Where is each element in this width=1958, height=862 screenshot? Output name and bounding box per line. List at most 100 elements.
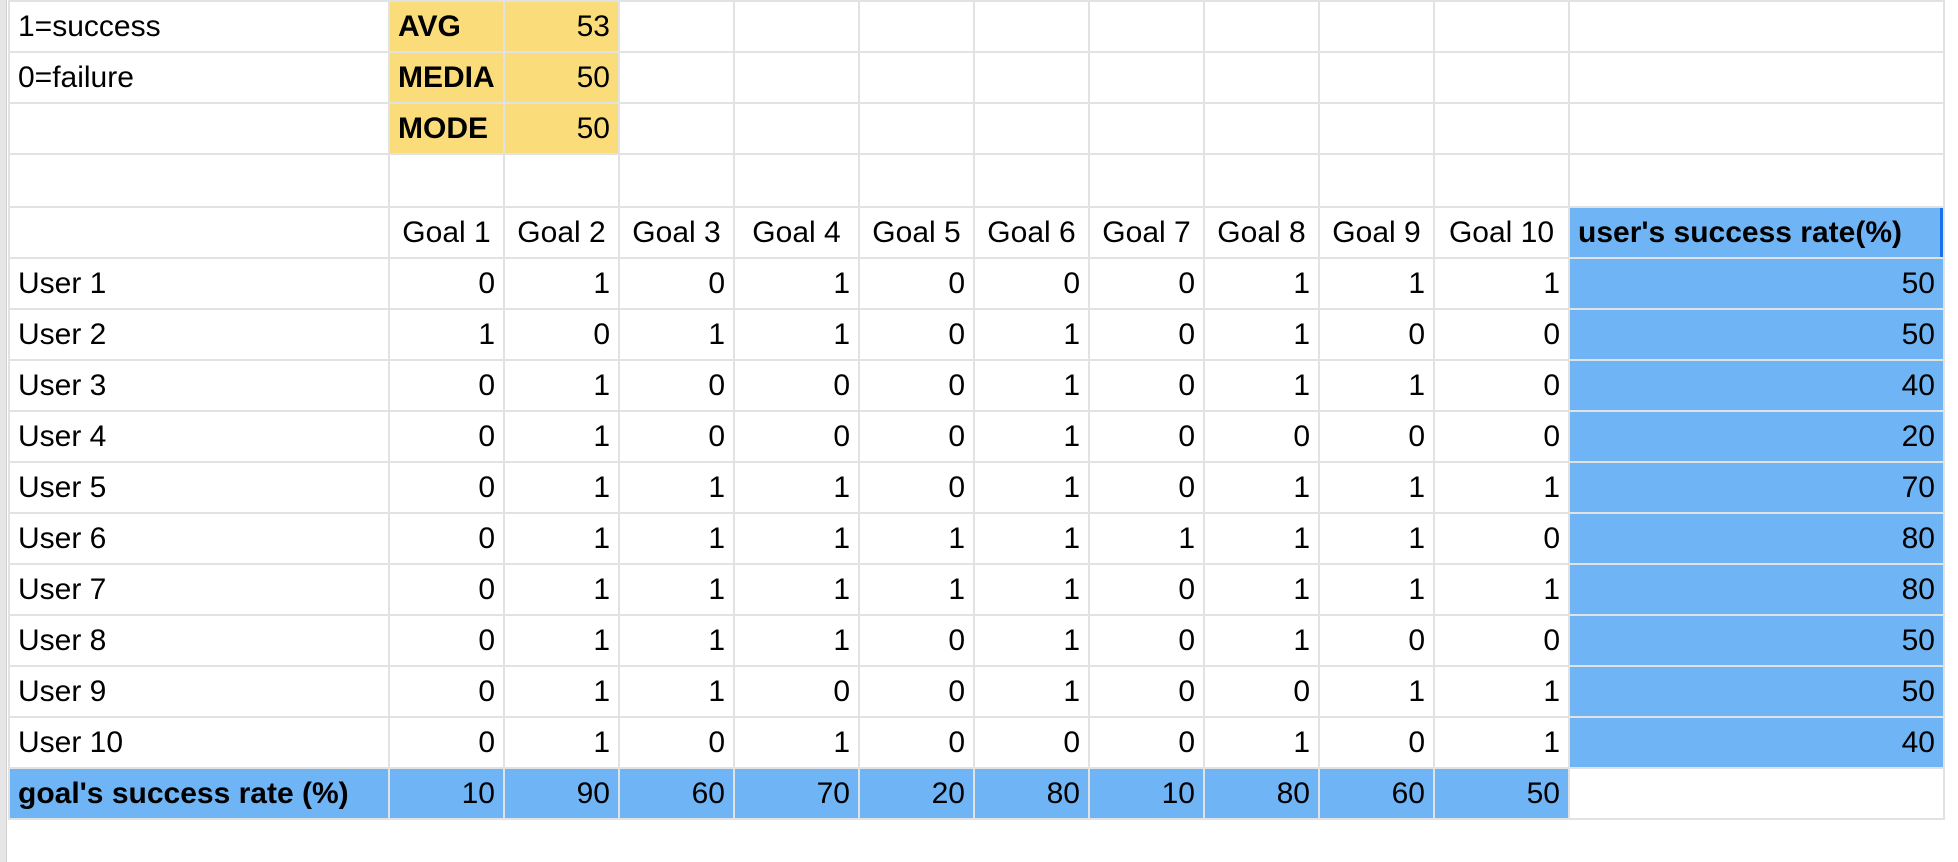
goal-rate-label[interactable]: goal's success rate (%)	[8, 767, 390, 820]
goal-result-cell[interactable]: 0	[1318, 410, 1435, 463]
goal-result-cell[interactable]: 1	[388, 308, 505, 361]
goal-result-cell[interactable]: 1	[503, 665, 620, 718]
goal-result-cell[interactable]: 0	[1203, 410, 1320, 463]
goal-result-cell[interactable]: 1	[1318, 665, 1435, 718]
goal-result-cell[interactable]: 0	[388, 257, 505, 310]
goal-result-cell[interactable]: 0	[858, 308, 975, 361]
goal-result-cell[interactable]: 1	[973, 308, 1090, 361]
empty-cell[interactable]	[973, 153, 1090, 208]
goal-result-cell[interactable]: 1	[503, 359, 620, 412]
stat-label[interactable]: AVG	[388, 0, 505, 53]
goal-header[interactable]: Goal 5	[858, 206, 975, 259]
goal-result-cell[interactable]: 1	[733, 563, 860, 616]
empty-cell[interactable]	[618, 153, 735, 208]
goal-result-cell[interactable]: 0	[388, 359, 505, 412]
goal-result-cell[interactable]: 1	[1433, 461, 1570, 514]
goal-result-cell[interactable]: 1	[1088, 512, 1205, 565]
empty-cell[interactable]	[388, 153, 505, 208]
empty-cell[interactable]	[1203, 51, 1320, 104]
goal-result-cell[interactable]: 0	[1433, 614, 1570, 667]
goal-result-cell[interactable]: 1	[733, 716, 860, 769]
goal-result-cell[interactable]: 0	[618, 257, 735, 310]
user-name[interactable]: User 4	[8, 410, 390, 463]
goal-result-cell[interactable]: 1	[973, 614, 1090, 667]
goal-result-cell[interactable]: 0	[858, 359, 975, 412]
goal-header[interactable]: Goal 3	[618, 206, 735, 259]
goal-result-cell[interactable]: 1	[1203, 716, 1320, 769]
goal-result-cell[interactable]: 1	[733, 614, 860, 667]
goal-header[interactable]: Goal 4	[733, 206, 860, 259]
user-name[interactable]: User 9	[8, 665, 390, 718]
user-success-rate[interactable]: 20	[1568, 410, 1945, 463]
goal-result-cell[interactable]: 0	[388, 461, 505, 514]
user-success-rate[interactable]: 80	[1568, 563, 1945, 616]
empty-cell[interactable]	[618, 0, 735, 53]
goal-result-cell[interactable]: 1	[618, 308, 735, 361]
goal-header[interactable]: Goal 1	[388, 206, 505, 259]
empty-cell[interactable]	[858, 153, 975, 208]
user-success-rate[interactable]: 50	[1568, 257, 1945, 310]
goal-result-cell[interactable]: 0	[858, 461, 975, 514]
user-success-rate[interactable]: 50	[1568, 665, 1945, 718]
empty-cell[interactable]	[973, 102, 1090, 155]
goal-result-cell[interactable]: 0	[1088, 308, 1205, 361]
empty-cell[interactable]	[733, 102, 860, 155]
goal-result-cell[interactable]: 0	[733, 665, 860, 718]
goal-header[interactable]: Goal 8	[1203, 206, 1320, 259]
goal-result-cell[interactable]: 1	[1433, 257, 1570, 310]
user-success-rate[interactable]: 50	[1568, 308, 1945, 361]
goal-result-cell[interactable]: 1	[618, 512, 735, 565]
empty-cell[interactable]	[733, 153, 860, 208]
goal-result-cell[interactable]: 0	[858, 257, 975, 310]
goal-result-cell[interactable]: 0	[388, 614, 505, 667]
goal-result-cell[interactable]: 1	[1203, 614, 1320, 667]
goal-result-cell[interactable]: 0	[1318, 308, 1435, 361]
goal-result-cell[interactable]: 0	[858, 614, 975, 667]
goal-result-cell[interactable]: 1	[503, 563, 620, 616]
goal-header[interactable]: Goal 6	[973, 206, 1090, 259]
user-name[interactable]: User 5	[8, 461, 390, 514]
empty-cell[interactable]	[1088, 102, 1205, 155]
empty-cell[interactable]	[1088, 51, 1205, 104]
goal-result-cell[interactable]: 1	[973, 563, 1090, 616]
goal-result-cell[interactable]: 0	[1088, 716, 1205, 769]
empty-cell[interactable]	[1433, 51, 1570, 104]
goal-result-cell[interactable]: 0	[618, 716, 735, 769]
goal-success-rate[interactable]: 50	[1433, 767, 1570, 820]
goal-result-cell[interactable]: 1	[618, 563, 735, 616]
empty-cell[interactable]	[1433, 153, 1570, 208]
goal-result-cell[interactable]: 1	[1318, 359, 1435, 412]
user-name[interactable]: User 8	[8, 614, 390, 667]
goal-result-cell[interactable]: 0	[618, 410, 735, 463]
empty-cell[interactable]	[858, 0, 975, 53]
goal-success-rate[interactable]: 60	[1318, 767, 1435, 820]
goal-result-cell[interactable]: 1	[1433, 563, 1570, 616]
goal-result-cell[interactable]: 1	[1203, 257, 1320, 310]
user-success-rate[interactable]: 70	[1568, 461, 1945, 514]
goal-result-cell[interactable]: 0	[1088, 563, 1205, 616]
goal-result-cell[interactable]: 0	[618, 359, 735, 412]
goal-success-rate[interactable]: 90	[503, 767, 620, 820]
goal-result-cell[interactable]: 0	[1088, 257, 1205, 310]
goal-result-cell[interactable]: 0	[1433, 512, 1570, 565]
goal-result-cell[interactable]: 0	[973, 257, 1090, 310]
goal-success-rate[interactable]: 80	[1203, 767, 1320, 820]
empty-cell[interactable]	[1318, 102, 1435, 155]
goal-result-cell[interactable]: 0	[503, 308, 620, 361]
goal-result-cell[interactable]: 0	[1088, 410, 1205, 463]
goal-result-cell[interactable]: 0	[1318, 716, 1435, 769]
goal-success-rate[interactable]: 70	[733, 767, 860, 820]
goal-result-cell[interactable]: 1	[1318, 563, 1435, 616]
empty-cell[interactable]	[973, 51, 1090, 104]
goal-result-cell[interactable]: 0	[1433, 359, 1570, 412]
empty-cell[interactable]	[1318, 51, 1435, 104]
empty-cell[interactable]	[733, 0, 860, 53]
empty-cell[interactable]	[618, 51, 735, 104]
goal-result-cell[interactable]: 1	[618, 461, 735, 514]
goal-result-cell[interactable]: 1	[858, 563, 975, 616]
user-name[interactable]: User 3	[8, 359, 390, 412]
goal-success-rate[interactable]: 20	[858, 767, 975, 820]
goal-result-cell[interactable]: 0	[1203, 665, 1320, 718]
user-success-rate[interactable]: 40	[1568, 716, 1945, 769]
empty-cell[interactable]	[1203, 153, 1320, 208]
